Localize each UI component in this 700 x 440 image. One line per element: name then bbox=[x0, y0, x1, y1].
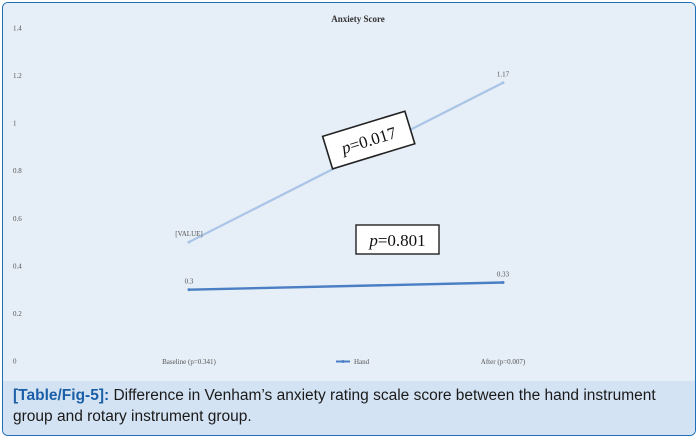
chart-svg: Anxiety Score 0 0.2 0.4 0.6 0.8 1 1.2 1.4 Basel… bbox=[13, 14, 526, 366]
annotation-box-1: p=0.017 bbox=[321, 110, 416, 170]
series-group: [VALUE] 1.17 0.3 0.33 bbox=[175, 71, 510, 292]
chart-title: Anxiety Score bbox=[331, 14, 385, 24]
caption-text: Difference in Venham’s anxiety rating sc… bbox=[13, 387, 656, 425]
legend-label: Hand bbox=[354, 358, 370, 366]
x-tick-label: After (p=0.007) bbox=[481, 358, 526, 366]
data-point bbox=[501, 281, 505, 285]
figure-frame: Anxiety Score 0 0.2 0.4 0.6 0.8 1 1.2 1.4 Basel… bbox=[2, 2, 696, 436]
annotation-box-2: p=0.801 bbox=[355, 224, 440, 255]
y-tick-label: 0.8 bbox=[13, 167, 22, 175]
data-point bbox=[187, 240, 191, 244]
data-label: [VALUE] bbox=[175, 230, 202, 238]
y-axis: 0 0.2 0.4 0.6 0.8 1 1.2 1.4 bbox=[13, 25, 22, 366]
y-tick-label: 1.2 bbox=[13, 72, 22, 80]
y-tick-label: 0.2 bbox=[13, 310, 22, 318]
y-tick-label: 1.4 bbox=[13, 25, 22, 33]
data-label: 0.33 bbox=[497, 271, 510, 279]
x-tick-label: Baseline (p=0.341) bbox=[162, 358, 216, 366]
y-tick-label: 0.4 bbox=[13, 262, 22, 270]
legend-marker bbox=[341, 360, 345, 363]
data-point bbox=[187, 288, 191, 292]
data-point bbox=[501, 81, 505, 85]
x-axis: Baseline (p=0.341) After (p=0.007) bbox=[162, 358, 526, 366]
caption-tag: [Table/Fig-5]: bbox=[13, 387, 110, 404]
y-tick-label: 0 bbox=[13, 358, 17, 366]
chart-panel: Anxiety Score 0 0.2 0.4 0.6 0.8 1 1.2 1.4 Basel… bbox=[3, 3, 695, 381]
y-tick-label: 0.6 bbox=[13, 215, 22, 223]
annotation-text-2: p=0.801 bbox=[368, 231, 425, 250]
legend: Hand bbox=[336, 358, 370, 366]
figure-caption: [Table/Fig-5]: Difference in Venham’s an… bbox=[3, 381, 695, 435]
series-line bbox=[188, 281, 504, 291]
data-label: 0.3 bbox=[185, 278, 194, 286]
y-tick-label: 1 bbox=[13, 120, 17, 128]
data-label: 1.17 bbox=[497, 71, 510, 79]
